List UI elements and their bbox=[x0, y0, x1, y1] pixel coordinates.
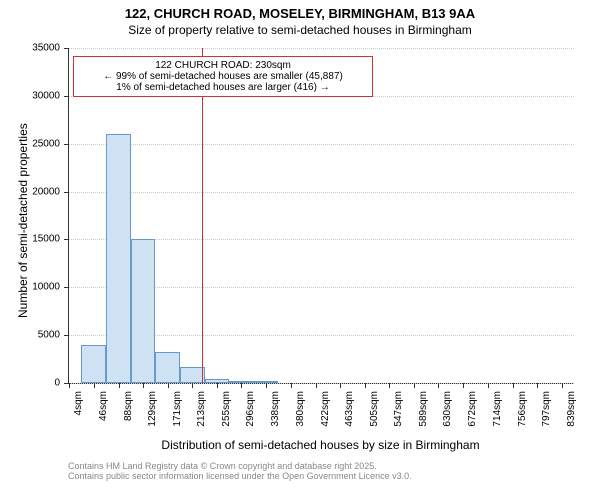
ytick-label: 10000 bbox=[10, 282, 60, 293]
grid-line bbox=[69, 48, 574, 49]
chart-title: 122, CHURCH ROAD, MOSELEY, BIRMINGHAM, B… bbox=[0, 6, 600, 21]
xtick-mark bbox=[340, 383, 341, 388]
grid-line bbox=[69, 192, 574, 193]
xtick-label: 756sqm bbox=[517, 391, 528, 427]
xtick-label: 630sqm bbox=[442, 391, 453, 427]
callout-line: ← 99% of semi-detached houses are smalle… bbox=[80, 71, 366, 82]
xtick-mark bbox=[192, 383, 193, 388]
property-marker-line bbox=[202, 48, 203, 383]
xtick-label: 422sqm bbox=[320, 391, 331, 427]
xtick-label: 4sqm bbox=[73, 391, 84, 415]
grid-line bbox=[69, 383, 574, 384]
histogram-bar bbox=[205, 379, 230, 383]
histogram-bar bbox=[180, 367, 205, 383]
grid-line bbox=[69, 144, 574, 145]
xtick-label: 46sqm bbox=[98, 391, 109, 421]
xtick-mark bbox=[241, 383, 242, 388]
histogram-bar bbox=[131, 239, 155, 383]
xtick-label: 797sqm bbox=[541, 391, 552, 427]
xtick-label: 463sqm bbox=[344, 391, 355, 427]
xtick-label: 171sqm bbox=[172, 391, 183, 427]
histogram-bar bbox=[254, 381, 279, 383]
xtick-mark bbox=[217, 383, 218, 388]
histogram-bar bbox=[81, 345, 106, 383]
xtick-mark bbox=[463, 383, 464, 388]
callout-line: 1% of semi-detached houses are larger (4… bbox=[80, 82, 366, 93]
ytick-label: 30000 bbox=[10, 90, 60, 101]
histogram-bar bbox=[106, 134, 131, 383]
xtick-label: 88sqm bbox=[123, 391, 134, 421]
ytick-label: 20000 bbox=[10, 186, 60, 197]
ytick-mark bbox=[64, 192, 69, 193]
xtick-mark bbox=[513, 383, 514, 388]
ytick-label: 0 bbox=[10, 378, 60, 389]
ytick-label: 5000 bbox=[10, 330, 60, 341]
xtick-label: 547sqm bbox=[393, 391, 404, 427]
xtick-mark bbox=[488, 383, 489, 388]
xtick-label: 213sqm bbox=[196, 391, 207, 427]
chart-footer: Contains HM Land Registry data © Crown c… bbox=[68, 461, 412, 481]
xtick-label: 338sqm bbox=[270, 391, 281, 427]
xtick-mark bbox=[389, 383, 390, 388]
xtick-label: 380sqm bbox=[295, 391, 306, 427]
xtick-label: 589sqm bbox=[418, 391, 429, 427]
xtick-label: 839sqm bbox=[566, 391, 577, 427]
xtick-mark bbox=[365, 383, 366, 388]
xtick-label: 255sqm bbox=[221, 391, 232, 427]
xtick-mark bbox=[562, 383, 563, 388]
xtick-mark bbox=[143, 383, 144, 388]
ytick-mark bbox=[64, 335, 69, 336]
xtick-mark bbox=[94, 383, 95, 388]
ytick-mark bbox=[64, 144, 69, 145]
xtick-mark bbox=[119, 383, 120, 388]
xtick-label: 129sqm bbox=[147, 391, 158, 427]
xtick-mark bbox=[69, 383, 70, 388]
ytick-mark bbox=[64, 96, 69, 97]
xtick-mark bbox=[316, 383, 317, 388]
ytick-label: 15000 bbox=[10, 234, 60, 245]
xtick-mark bbox=[266, 383, 267, 388]
callout-line: 122 CHURCH ROAD: 230sqm bbox=[80, 60, 366, 71]
ytick-label: 25000 bbox=[10, 138, 60, 149]
xtick-label: 505sqm bbox=[369, 391, 380, 427]
chart-container: 122, CHURCH ROAD, MOSELEY, BIRMINGHAM, B… bbox=[0, 0, 600, 500]
callout-box: 122 CHURCH ROAD: 230sqm← 99% of semi-det… bbox=[73, 56, 373, 97]
ytick-mark bbox=[64, 48, 69, 49]
plot-area bbox=[68, 48, 574, 384]
chart-subtitle: Size of property relative to semi-detach… bbox=[0, 23, 600, 37]
x-axis-label: Distribution of semi-detached houses by … bbox=[68, 438, 573, 452]
xtick-label: 672sqm bbox=[467, 391, 478, 427]
footer-line-1: Contains HM Land Registry data © Crown c… bbox=[68, 461, 412, 471]
xtick-mark bbox=[414, 383, 415, 388]
xtick-label: 714sqm bbox=[492, 391, 503, 427]
xtick-mark bbox=[168, 383, 169, 388]
ytick-label: 35000 bbox=[10, 43, 60, 54]
xtick-mark bbox=[438, 383, 439, 388]
histogram-bar bbox=[155, 352, 180, 383]
xtick-label: 296sqm bbox=[245, 391, 256, 427]
xtick-mark bbox=[537, 383, 538, 388]
ytick-mark bbox=[64, 287, 69, 288]
xtick-mark bbox=[291, 383, 292, 388]
footer-line-2: Contains public sector information licen… bbox=[68, 471, 412, 481]
histogram-bar bbox=[229, 381, 253, 383]
ytick-mark bbox=[64, 239, 69, 240]
